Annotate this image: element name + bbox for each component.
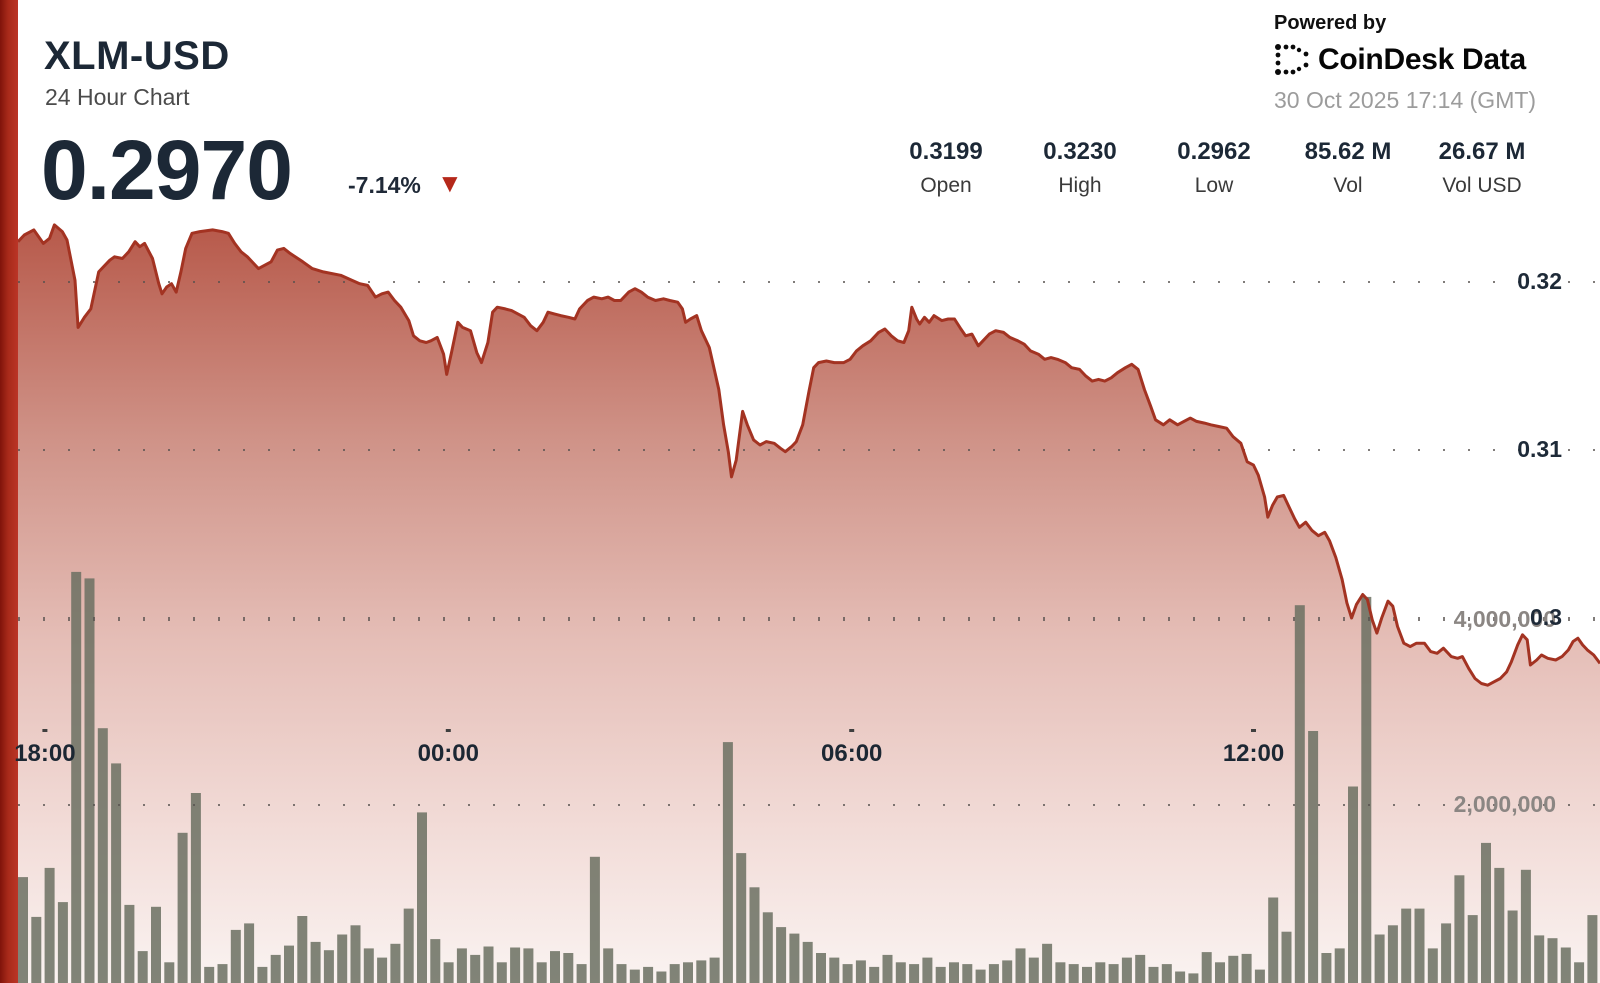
stat-low-value: 0.2962 [1177,138,1251,165]
left-accent-bar [0,0,18,983]
stat-vol-value: 85.62 M [1304,138,1392,165]
stat-high: 0.3230 High [1016,138,1144,198]
coindesk-logo-icon [1275,44,1309,75]
brand-name: CoinDesk Data [1318,43,1526,76]
stat-vol-usd: 26.67 M Vol USD [1418,138,1546,198]
current-price: 0.2970 [41,123,293,217]
branding-block: Powered by CoinDesk Data 30 Oct 2025 17:… [1274,12,1536,114]
stat-high-label: High [1058,174,1102,197]
ohlc-stats-row: 0.3199 Open 0.3230 High 0.2962 Low 85.62… [882,138,1546,198]
powered-by-text: Powered by [1274,12,1387,34]
brand-row: CoinDesk Data [1274,42,1536,78]
price-change-percent: -7.14% [348,172,421,198]
stat-low-label: Low [1194,174,1234,197]
stat-vol-usd-value: 26.67 M [1438,138,1526,165]
stat-open: 0.3199 Open [882,138,1010,198]
chart-subtitle: 24 Hour Chart [45,84,190,110]
stat-vol-usd-label: Vol USD [1442,174,1522,197]
stat-vol-label: Vol [1333,174,1363,197]
stat-high-value: 0.3230 [1043,138,1117,165]
stat-vol: 85.62 M Vol [1284,138,1412,198]
symbol-title: XLM-USD [44,34,230,78]
down-arrow-icon: ▼ [437,168,463,198]
chart-timestamp: 30 Oct 2025 17:14 (GMT) [1274,87,1537,113]
stat-low: 0.2962 Low [1150,138,1278,198]
stat-open-label: Open [920,174,972,197]
stat-open-value: 0.3199 [909,138,983,165]
